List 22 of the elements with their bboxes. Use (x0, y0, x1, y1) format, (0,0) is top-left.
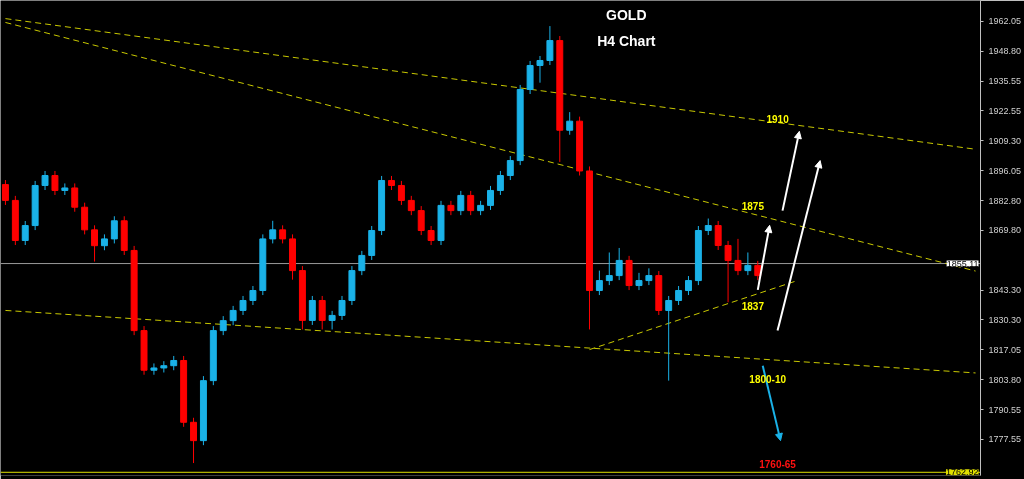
y-tick-label: 1830.30 (988, 314, 1022, 325)
y-tick-label: 1790.55 (988, 404, 1022, 415)
ref-line-label: 1762.92 (945, 467, 979, 478)
ref-line-label: 1855.11 (946, 258, 979, 269)
y-tick-label: 1843.30 (988, 285, 1022, 296)
annotation: 1910 (766, 113, 790, 125)
annotation: 1760-65 (759, 459, 797, 471)
y-tick-label: 1962.05 (988, 16, 1022, 27)
y-tick-label: 1777.55 (988, 434, 1022, 445)
y-tick-label: 1909.30 (988, 135, 1022, 146)
y-tick-label: 1922.55 (988, 105, 1022, 116)
y-tick-label: 1935.55 (988, 76, 1022, 87)
y-tick-label: 1896.05 (988, 165, 1022, 176)
annotation: 1837 (741, 300, 765, 312)
y-tick-label: 1803.80 (988, 374, 1022, 385)
y-tick-label: 1948.80 (988, 46, 1022, 57)
annotation: 1875 (741, 201, 765, 213)
y-tick-label: 1817.05 (988, 344, 1022, 355)
text: GOLD (606, 6, 647, 23)
y-tick-label: 1882.80 (988, 195, 1022, 206)
y-tick-label: 1869.80 (988, 225, 1022, 236)
text: H4 Chart (597, 32, 656, 49)
